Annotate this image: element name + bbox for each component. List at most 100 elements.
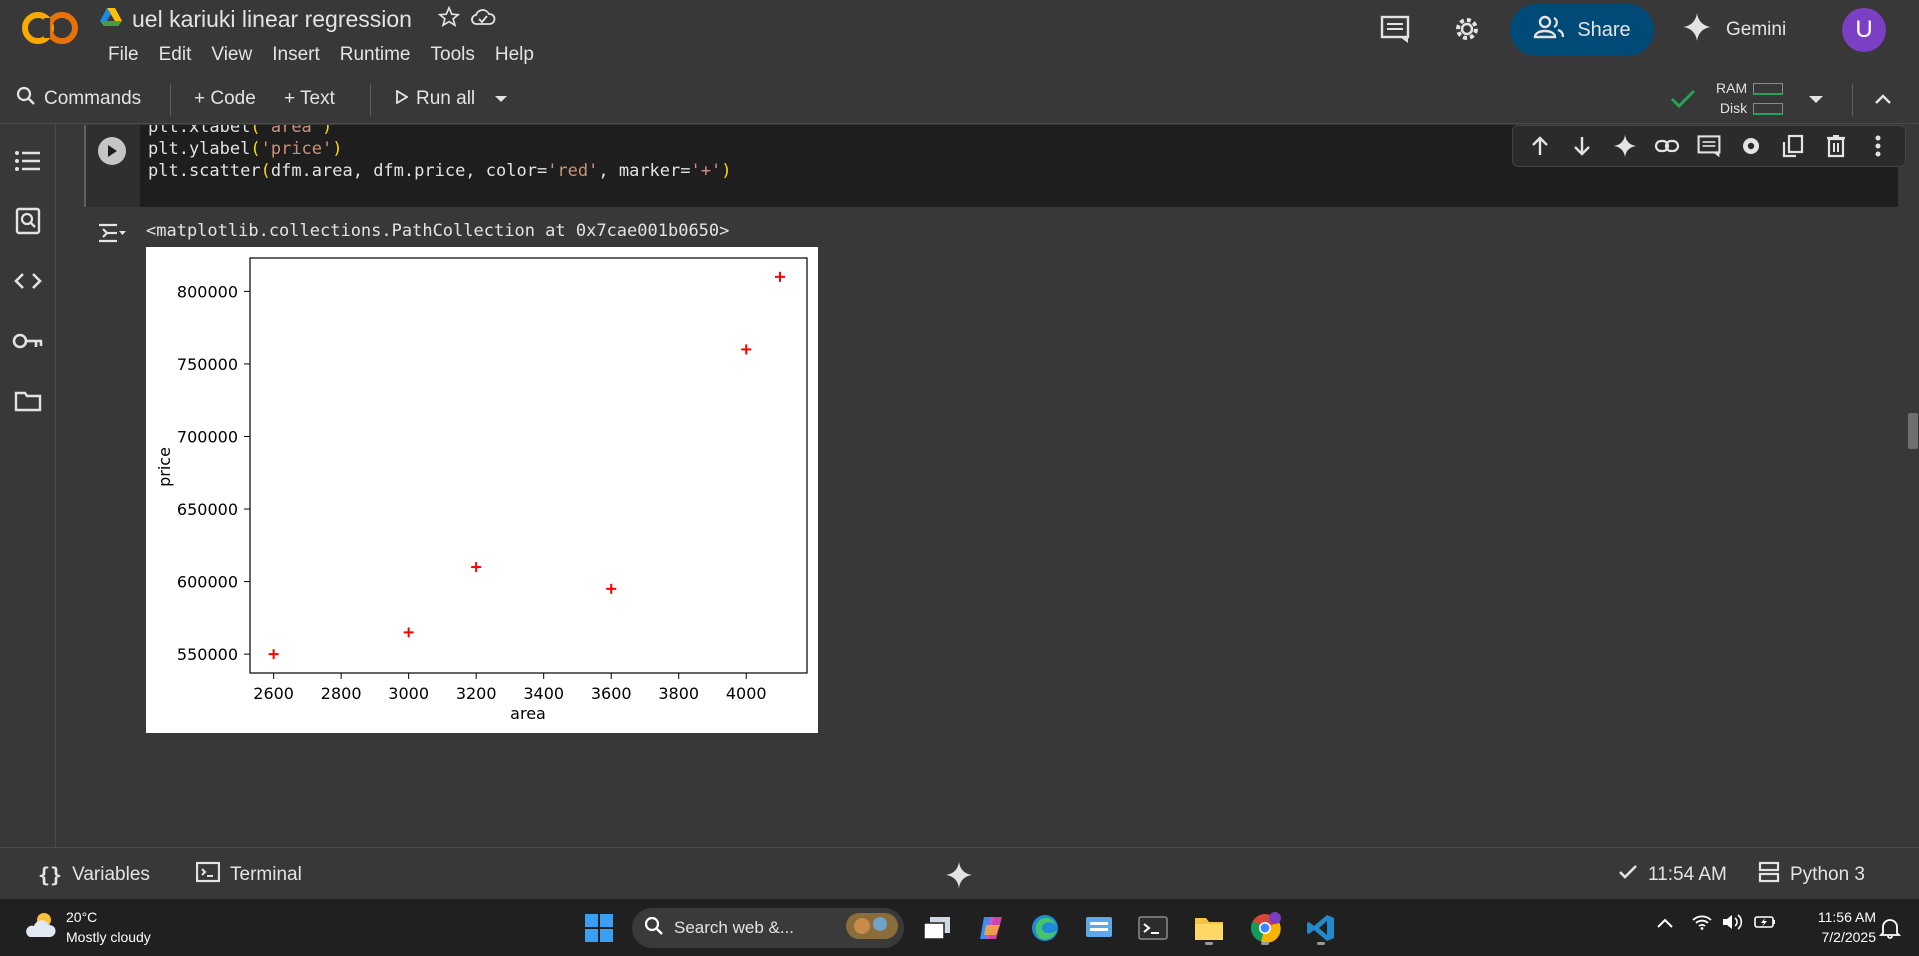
code-snippets-icon[interactable] [12, 265, 44, 297]
scatter-point-marker [471, 562, 482, 573]
menu-view[interactable]: View [211, 44, 253, 65]
comment-icon[interactable] [1695, 132, 1723, 160]
output-actions-icon[interactable] [96, 217, 128, 249]
link-icon[interactable] [1653, 132, 1681, 160]
variables-button[interactable]: {} Variables [38, 862, 150, 888]
runtime-type-button[interactable]: Python 3 [1758, 861, 1865, 888]
move-cell-up-icon[interactable] [1526, 132, 1554, 160]
code-line-scatter[interactable]: plt.scatter(dfm.area, dfm.price, color='… [148, 161, 732, 181]
runtime-connected-check-icon[interactable] [1670, 84, 1696, 114]
task-view-icon[interactable] [918, 909, 956, 947]
toolbar-divider [1852, 84, 1853, 116]
comments-icon[interactable] [1378, 12, 1412, 46]
collapse-header-icon[interactable] [1874, 84, 1892, 114]
share-button[interactable]: Share [1510, 4, 1654, 56]
scatter-point-marker [268, 649, 279, 660]
file-explorer-icon[interactable] [1190, 909, 1228, 947]
menu-file[interactable]: File [108, 44, 139, 65]
drive-icon[interactable] [100, 7, 122, 32]
code-line-xlabel[interactable]: plt.xlabel('area') [148, 125, 333, 137]
code-line-ylabel[interactable]: plt.ylabel('price') [148, 139, 343, 159]
commands-label: Commands [44, 88, 142, 109]
scatter-point-marker [741, 344, 752, 355]
notebook-title[interactable]: uel kariuki linear regression [132, 5, 412, 32]
battery-icon[interactable] [1754, 914, 1776, 935]
toolbar-divider [370, 84, 371, 116]
gemini-status-sparkle-icon[interactable] [945, 861, 973, 889]
weather-widget[interactable]: 20°C Mostly cloudy [22, 907, 151, 947]
more-options-icon[interactable] [1864, 132, 1892, 160]
taskbar-clock[interactable]: 11:56 AM 7/2/2025 [1790, 907, 1876, 947]
y-tick-label: 600000 [177, 573, 238, 592]
clock-date: 7/2/2025 [1821, 929, 1877, 945]
menu-edit[interactable]: Edit [158, 44, 192, 65]
code-cell[interactable]: plt.xlabel('area') plt.ylabel('price') p… [84, 125, 1906, 207]
run-cell-button[interactable] [98, 137, 126, 165]
scatter-point-marker [403, 627, 414, 638]
move-cell-down-icon[interactable] [1568, 132, 1596, 160]
wifi-icon[interactable] [1692, 914, 1712, 935]
vertical-scrollbar[interactable] [1906, 125, 1919, 847]
cell-settings-gear-icon[interactable] [1737, 132, 1765, 160]
x-tick-label: 3400 [523, 684, 564, 703]
execution-time: 11:54 AM [1648, 864, 1727, 885]
show-hidden-icons-chevron-icon[interactable] [1656, 916, 1674, 934]
mirror-cell-icon[interactable] [1779, 132, 1807, 160]
menu-runtime[interactable]: Runtime [339, 44, 411, 65]
settings-gear-icon[interactable] [1450, 12, 1484, 46]
menu-tools[interactable]: Tools [430, 44, 475, 65]
x-axis: 2600 2800 3000 3200 3400 3600 3800 4000 [253, 673, 767, 703]
clock-time: 11:56 AM [1817, 909, 1876, 925]
menu-help[interactable]: Help [494, 44, 534, 65]
files-folder-icon[interactable] [12, 385, 44, 417]
terminal-app-icon[interactable] [1134, 909, 1172, 947]
running-indicator [1261, 942, 1269, 945]
run-all-button[interactable]: Run all [396, 84, 475, 114]
resource-monitor[interactable]: RAM Disk [1716, 78, 1784, 118]
terminal-button[interactable]: Terminal [195, 861, 302, 888]
touch-keyboard-app-icon[interactable] [1080, 909, 1118, 947]
add-text-button[interactable]: + Text [284, 88, 335, 109]
play-icon [396, 88, 409, 110]
find-replace-icon[interactable] [12, 205, 44, 237]
colab-logo[interactable] [18, 6, 82, 50]
cell-gutter [86, 125, 140, 207]
x-tick-label: 4000 [726, 684, 767, 703]
toolbar-divider [170, 84, 171, 116]
system-tray [1656, 913, 1776, 936]
x-tick-label: 2600 [253, 684, 294, 703]
disk-label: Disk [1719, 100, 1748, 116]
check-icon [1618, 864, 1638, 886]
delete-cell-trash-icon[interactable] [1822, 132, 1850, 160]
edge-browser-icon[interactable] [1026, 909, 1064, 947]
y-tick-label: 800000 [177, 282, 238, 301]
add-code-button[interactable]: + Code [194, 88, 256, 109]
menu-insert[interactable]: Insert [272, 44, 320, 65]
search-placeholder: Search web &... [674, 918, 795, 937]
table-of-contents-icon[interactable] [12, 145, 44, 177]
volume-icon[interactable] [1722, 913, 1744, 936]
windows-start-icon[interactable] [580, 909, 618, 947]
y-axis: 550000 600000 650000 700000 750000 800000 [177, 282, 250, 664]
run-all-dropdown-icon[interactable] [494, 84, 508, 114]
star-icon[interactable] [437, 5, 461, 33]
scrollbar-thumb[interactable] [1908, 413, 1918, 449]
vscode-icon[interactable] [1302, 909, 1340, 947]
copilot-icon[interactable] [972, 909, 1010, 947]
last-execution-status[interactable]: 11:54 AM [1618, 862, 1727, 888]
taskbar-search-box[interactable]: Search web &... [632, 908, 904, 948]
user-avatar[interactable]: U [1842, 8, 1886, 52]
gemini-button[interactable]: Gemini [1682, 8, 1786, 52]
variables-label: Variables [72, 864, 150, 885]
cloud-save-icon[interactable] [470, 6, 496, 33]
gemini-label: Gemini [1726, 19, 1787, 40]
cell-output: <matplotlib.collections.PathCollection a… [84, 217, 1898, 847]
commands-button[interactable]: Commands [16, 84, 141, 114]
running-indicator [1205, 942, 1213, 945]
resource-dropdown-icon[interactable] [1808, 84, 1824, 114]
y-tick-label: 700000 [177, 427, 238, 446]
notification-bell-icon[interactable] [1872, 909, 1908, 947]
chrome-browser-icon[interactable] [1246, 909, 1284, 947]
gemini-sparkle-icon[interactable] [1611, 132, 1639, 160]
secrets-key-icon[interactable] [12, 325, 44, 357]
